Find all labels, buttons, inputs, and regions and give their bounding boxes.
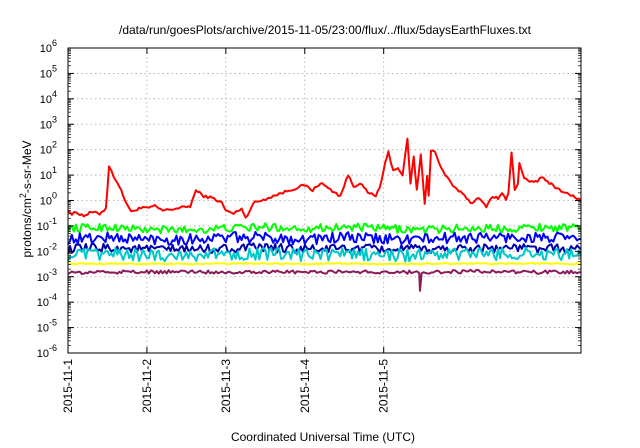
x-tick-label: 2015-11-1 (61, 359, 75, 413)
y-axis: 10-6 10-5 10-4 10-3 10-2 10-1 100 101 102 103 104 1… (37, 38, 581, 360)
y-tick-label: 103 (40, 114, 57, 131)
series-layer (68, 137, 581, 292)
y-tick-label: 102 (40, 140, 57, 157)
y-tick-label: 105 (40, 63, 57, 80)
y-tick-label: 10-1 (37, 216, 57, 233)
x-axis: 2015-11-1 2015-11-2 2015-11-3 2015-11-4 2015… (61, 48, 391, 413)
grid (68, 48, 581, 353)
x-tick-label: 2015-11-2 (140, 359, 154, 413)
series-line (68, 261, 581, 266)
y-tick-label: 100 (40, 191, 57, 208)
y-tick-label: 10-6 (37, 343, 57, 360)
x-tick-label: 2015-11-5 (377, 359, 391, 413)
series-line (68, 246, 581, 263)
x-tick-label: 2015-11-3 (219, 359, 233, 413)
series-line (68, 137, 581, 219)
y-tick-label: 104 (40, 89, 57, 106)
chart-title: /data/run/goesPlots/archive/2015-11-05/2… (119, 23, 532, 37)
y-tick-label: 106 (40, 38, 57, 55)
y-axis-label: protons/cm2-s-sr-MeV (18, 140, 34, 257)
y-tick-label: 10-3 (37, 267, 57, 284)
y-tick-label: 10-4 (37, 292, 57, 309)
series-line (68, 268, 581, 292)
x-tick-label: 2015-11-4 (298, 359, 312, 413)
y-tick-label: 10-2 (37, 241, 57, 258)
series-line (68, 231, 581, 246)
series-line (68, 222, 581, 235)
y-tick-label: 101 (40, 165, 57, 182)
x-axis-label: Coordinated Universal Time (UTC) (231, 430, 415, 444)
y-tick-label: 10-5 (37, 318, 57, 335)
